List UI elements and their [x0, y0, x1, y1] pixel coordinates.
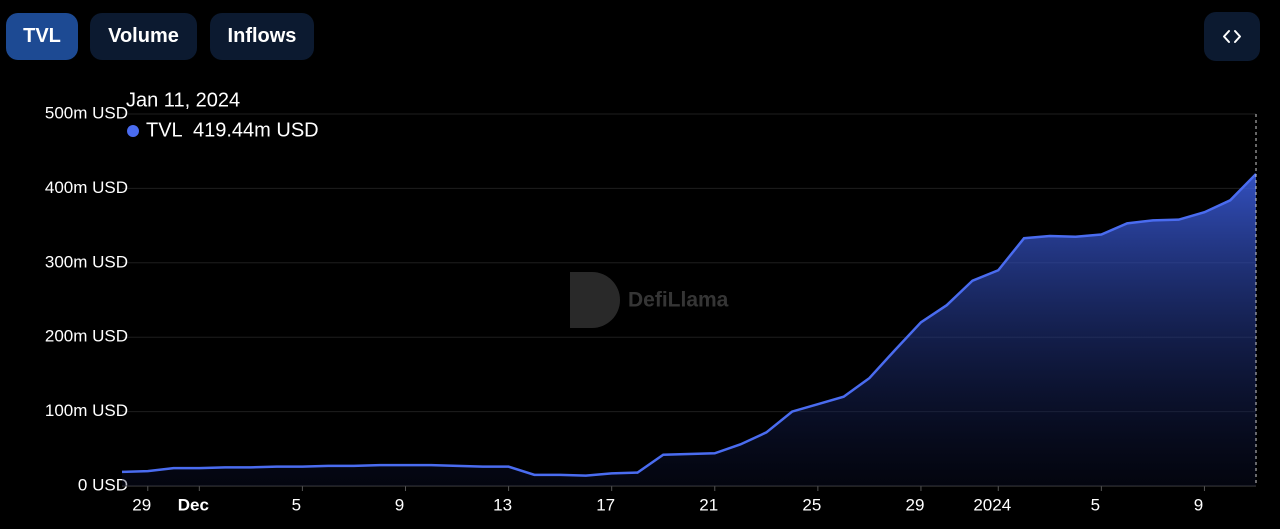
embed-icon — [1223, 30, 1241, 43]
x-tick-label: 9 — [1194, 495, 1203, 514]
x-tick-label: 5 — [1091, 495, 1100, 514]
x-tick-label: Dec — [178, 495, 209, 514]
tab[interactable]: TVL — [6, 13, 78, 60]
y-tick-label: 200m USD — [45, 327, 128, 346]
embed-button[interactable] — [1204, 12, 1260, 61]
tooltip-title: Jan 11, 2024 — [126, 89, 240, 111]
tab[interactable]: Volume — [90, 13, 197, 60]
tooltip-series: TVL — [146, 119, 183, 141]
x-tick-label: 13 — [493, 495, 512, 514]
line — [121, 173, 1257, 477]
x-tick-label: 9 — [395, 495, 404, 514]
x-tick-label: 2024 — [973, 495, 1011, 514]
area — [122, 173, 1256, 486]
y-tick-label: 100m USD — [45, 401, 128, 420]
tooltip-value: 419.44m USD — [193, 119, 319, 141]
tab[interactable]: Inflows — [210, 13, 314, 60]
x-tick-label: 21 — [699, 495, 718, 514]
y-tick-label: 500m USD — [45, 103, 128, 122]
y-tick-label: 400m USD — [45, 178, 128, 197]
watermark-text: DefiLlama — [628, 289, 729, 312]
x-tick-label: 5 — [292, 495, 301, 514]
x-tick-label: 29 — [132, 495, 151, 514]
tooltip-dot — [127, 125, 139, 137]
watermark: DefiLlama — [570, 272, 729, 328]
x-tick-label: 29 — [905, 495, 924, 514]
x-tick-label: 25 — [802, 495, 821, 514]
x-tick-label: 17 — [596, 495, 615, 514]
y-tick-label: 0 USD — [78, 475, 128, 494]
y-tick-label: 300m USD — [45, 252, 128, 271]
